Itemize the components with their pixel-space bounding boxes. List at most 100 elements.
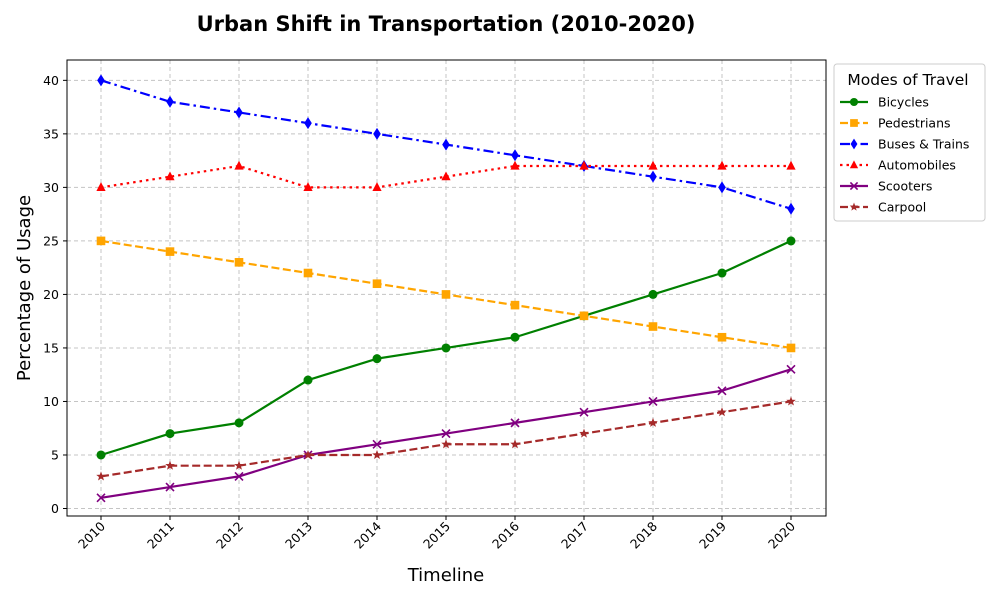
data-point-carpool <box>372 449 382 460</box>
legend-marker-scooters <box>849 181 859 191</box>
data-point-scooters <box>234 471 244 481</box>
data-point-buses-trains <box>649 170 657 183</box>
data-point-automobiles <box>510 160 520 170</box>
series-scooters <box>96 364 796 503</box>
x-axis-label: Timeline <box>407 565 485 586</box>
data-point-pedestrians <box>579 311 589 321</box>
data-point-pedestrians <box>96 236 106 246</box>
legend-marker-automobiles <box>849 160 859 169</box>
x-tick-label: 2015 <box>420 519 453 552</box>
data-point-automobiles <box>234 160 244 170</box>
data-point-buses-trains <box>787 202 795 215</box>
data-point-pedestrians <box>234 258 244 267</box>
data-point-carpool <box>510 439 520 449</box>
data-point-scooters <box>372 439 382 449</box>
data-point-buses-trains <box>442 138 450 151</box>
legend: Modes of Travel Bicycles Pedestrians Buses… <box>833 63 986 222</box>
data-point-buses-trains <box>718 181 726 194</box>
data-point-automobiles <box>579 160 589 170</box>
grid <box>67 60 826 516</box>
legend-title: Modes of Travel <box>847 71 968 89</box>
data-point-carpool <box>786 396 796 406</box>
series-pedestrians <box>96 236 796 353</box>
data-point-bicycles <box>786 236 796 246</box>
legend-label-scooters: Scooters <box>878 179 932 194</box>
data-point-automobiles <box>165 171 175 181</box>
data-point-automobiles <box>96 182 106 191</box>
y-tick-label: 35 <box>43 126 59 141</box>
legend-item-automobiles: Automobiles <box>840 158 956 173</box>
data-point-automobiles <box>303 182 313 191</box>
legend-item-pedestrians: Pedestrians <box>840 116 951 131</box>
chart-title: Urban Shift in Transportation (2010-2020… <box>197 12 696 36</box>
data-point-pedestrians <box>372 279 382 289</box>
data-point-automobiles <box>786 160 796 170</box>
series-layer <box>96 74 796 503</box>
x-tick-label: 2013 <box>282 519 315 552</box>
data-point-pedestrians <box>303 268 313 278</box>
x-tick-label: 2016 <box>489 518 522 551</box>
legend-marker-pedestrians <box>850 119 858 127</box>
axes: 2010 2011 2012 2013 2014 2015 2016 2017 2018 2019… <box>43 73 798 552</box>
data-point-bicycles <box>510 332 520 342</box>
data-point-buses-trains <box>373 127 381 140</box>
legend-item-carpool: Carpool <box>840 200 926 215</box>
data-point-bicycles <box>717 268 727 278</box>
legend-item-scooters: Scooters <box>840 179 932 194</box>
data-point-carpool <box>165 460 175 470</box>
data-point-carpool <box>96 471 106 481</box>
data-point-carpool <box>648 417 658 427</box>
data-point-automobiles <box>372 182 382 191</box>
y-tick-label: 40 <box>43 73 59 88</box>
data-point-carpool <box>303 449 313 460</box>
y-axis-label: Percentage of Usage <box>14 195 35 381</box>
data-point-pedestrians <box>441 290 451 299</box>
x-tick-label: 2014 <box>351 518 384 551</box>
x-tick-label: 2018 <box>627 518 660 551</box>
x-tick-label: 2020 <box>765 518 798 551</box>
data-point-carpool <box>234 460 244 470</box>
data-point-buses-trains <box>511 149 519 162</box>
x-tick-label: 2017 <box>558 519 591 552</box>
data-point-pedestrians <box>786 343 796 353</box>
data-point-carpool <box>441 439 451 449</box>
y-tick-label: 15 <box>43 340 59 355</box>
series-carpool <box>96 396 796 481</box>
legend-marker-carpool <box>849 202 859 211</box>
data-point-scooters <box>579 407 589 417</box>
data-point-bicycles <box>96 450 106 460</box>
y-tick-label: 30 <box>43 180 59 195</box>
series-buses-trains <box>97 74 795 215</box>
x-tick-label: 2010 <box>75 518 108 551</box>
y-tick-label: 20 <box>43 287 59 302</box>
legend-marker-buses-trains <box>850 138 858 150</box>
legend-label-pedestrians: Pedestrians <box>878 116 951 131</box>
y-tick-label: 5 <box>51 447 59 462</box>
series-automobiles <box>96 160 796 191</box>
data-point-pedestrians <box>510 300 520 310</box>
data-point-scooters <box>96 493 106 503</box>
data-point-scooters <box>441 429 451 439</box>
x-tick-label: 2011 <box>144 519 177 552</box>
data-point-scooters <box>510 418 520 428</box>
legend-label-buses-trains: Buses & Trains <box>878 137 969 152</box>
x-tick-label: 2012 <box>213 519 246 552</box>
data-point-automobiles <box>648 160 658 170</box>
data-point-scooters <box>648 396 658 407</box>
data-point-scooters <box>717 386 727 396</box>
data-point-scooters <box>165 482 175 492</box>
data-point-bicycles <box>165 429 175 439</box>
legend-label-carpool: Carpool <box>878 200 926 215</box>
y-tick-label: 0 <box>51 501 59 516</box>
data-point-automobiles <box>441 171 451 181</box>
y-tick-label: 25 <box>43 233 59 248</box>
data-point-bicycles <box>234 418 244 428</box>
data-point-bicycles <box>303 375 313 385</box>
x-tick-label: 2019 <box>696 518 729 551</box>
data-point-buses-trains <box>235 106 243 119</box>
data-point-buses-trains <box>304 117 312 130</box>
data-point-bicycles <box>372 354 382 364</box>
legend-label-automobiles: Automobiles <box>878 158 956 173</box>
